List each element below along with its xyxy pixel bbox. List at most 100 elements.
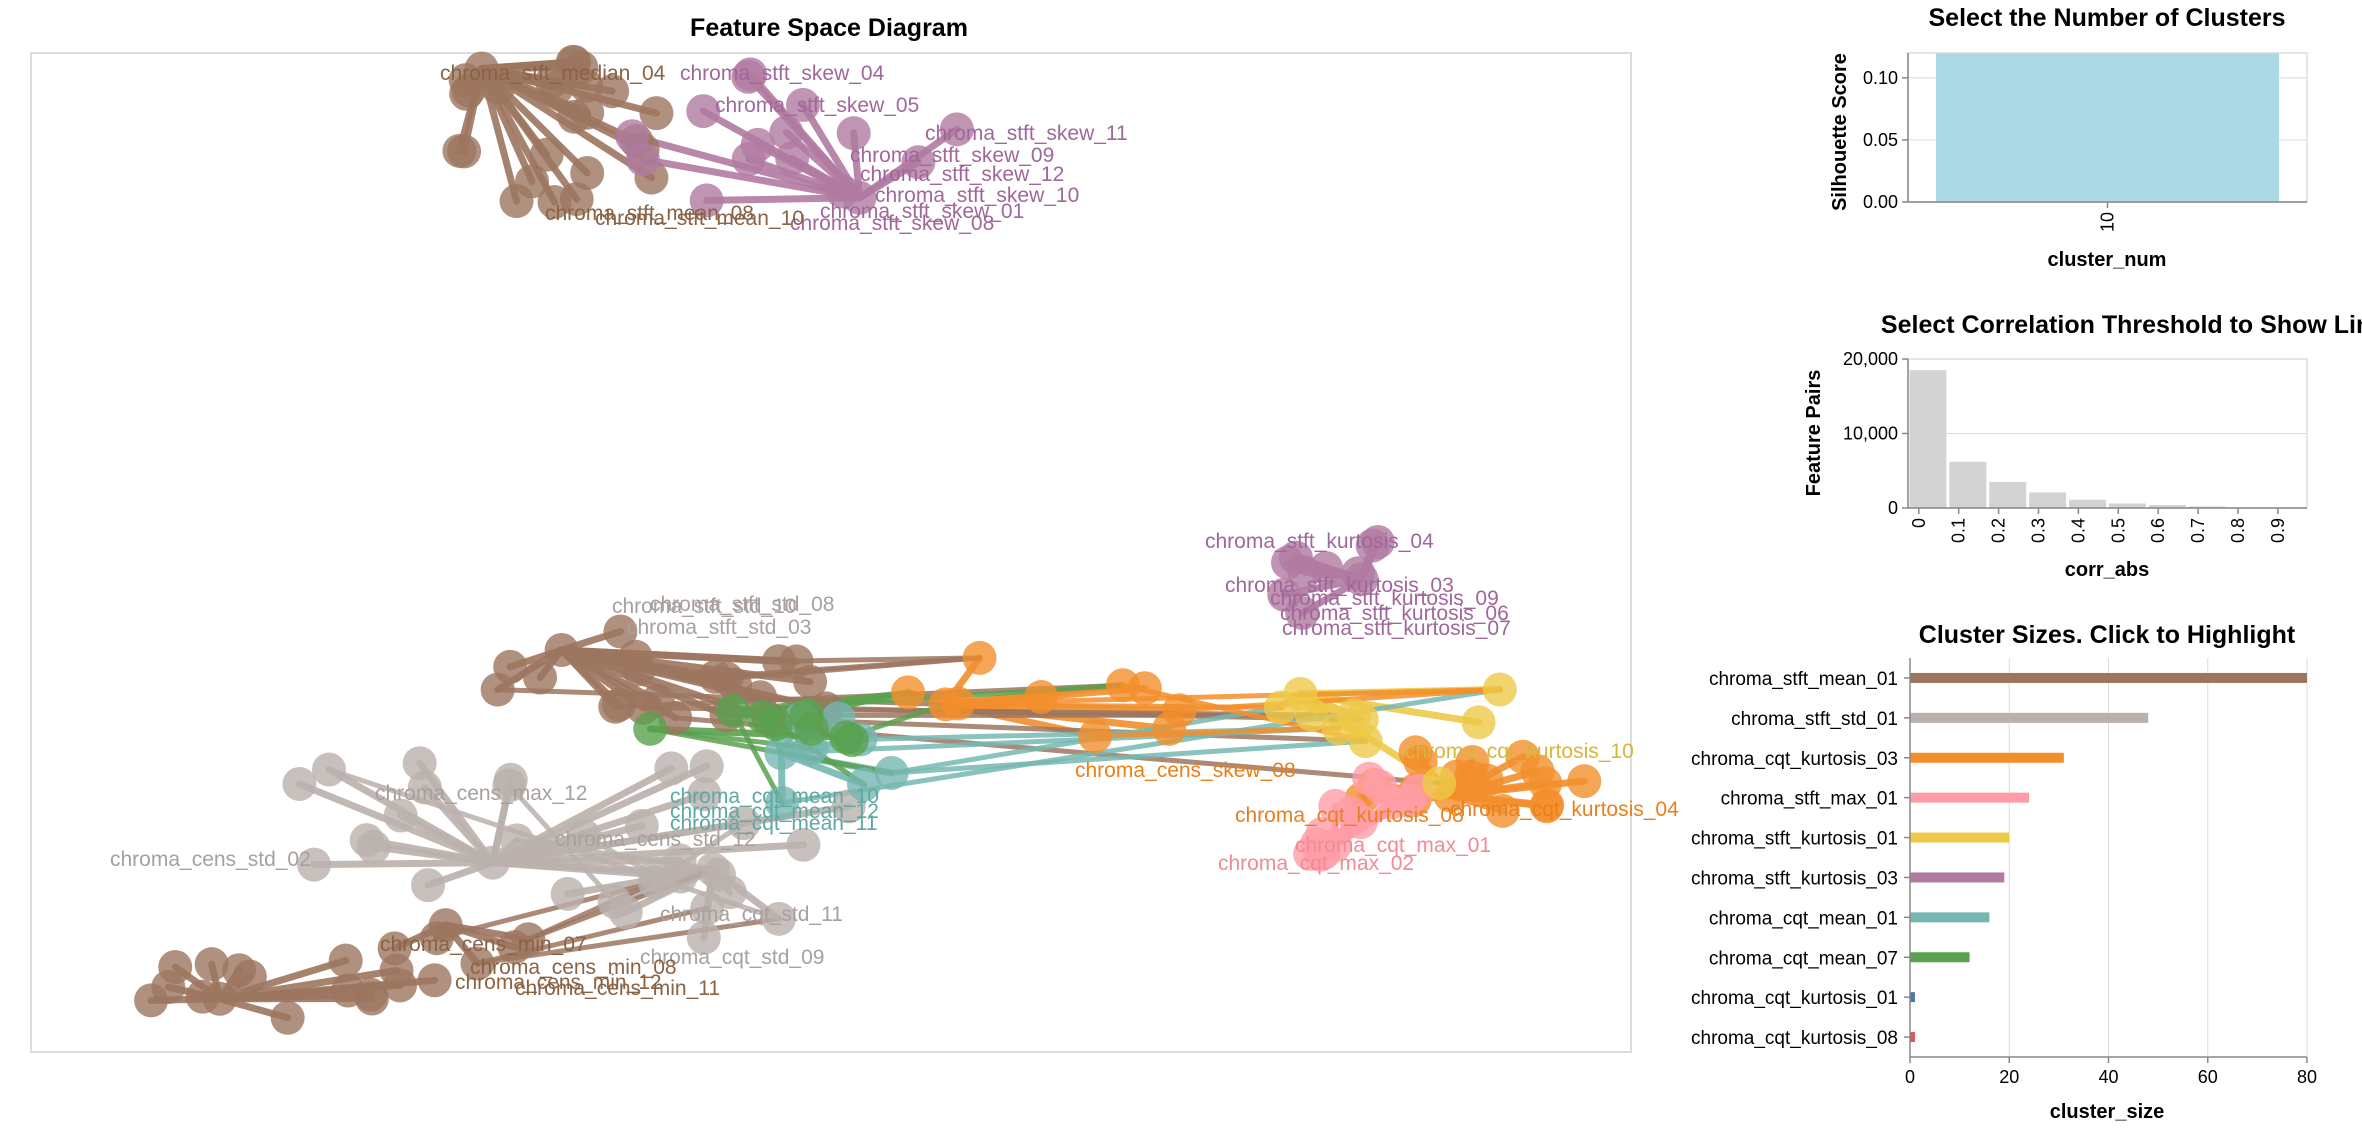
feature-node-label[interactable]: chroma_stft_skew_05 [715,94,919,117]
feature-node[interactable] [570,95,605,130]
feature-node[interactable] [764,736,799,771]
cluster-size-label[interactable]: chroma_stft_kurtosis_01 [1691,829,1898,850]
feature-node-label[interactable]: chroma_cqt_mean_10 [670,785,879,808]
feature-node[interactable] [523,660,558,695]
feature-node[interactable] [1422,766,1457,801]
feature-node[interactable] [270,1000,305,1035]
cluster-size-bar[interactable] [1910,752,2064,763]
feature-node[interactable] [407,770,442,805]
feature-node-label[interactable]: chroma_cens_std_12 [555,828,756,851]
feature-node-label[interactable]: chroma_stft_kurtosis_09 [1270,587,1499,610]
feature-node[interactable] [625,142,660,177]
correlation-bar[interactable] [2148,505,2186,508]
feature-node[interactable] [1078,719,1113,754]
feature-node-label[interactable]: chroma_stft_skew_08 [790,212,994,235]
cluster-size-label[interactable]: chroma_cqt_kurtosis_08 [1691,1028,1898,1049]
feature-node-label[interactable]: chroma_stft_mean_08 [545,202,754,225]
feature-node-label[interactable]: chroma_cens_min_07 [380,933,587,956]
cluster-size-bar[interactable] [1910,672,2307,683]
feature-node-label[interactable]: chroma_cqt_mean_12 [670,800,879,823]
correlation-bar[interactable] [2109,503,2146,508]
cluster-size-bar[interactable] [1910,952,1970,963]
feature-node[interactable] [499,184,534,219]
feature-node[interactable] [282,766,317,801]
feature-node-label[interactable]: chroma_stft_skew_01 [820,200,1024,223]
feature-node-label[interactable]: chroma_cqt_kurtosis_08 [1235,804,1464,827]
feature-node[interactable] [377,931,412,966]
feature-node[interactable] [618,639,653,674]
cluster-size-label[interactable]: chroma_stft_mean_01 [1709,669,1898,690]
feature-node[interactable] [709,661,744,696]
feature-node[interactable] [726,806,761,841]
feature-node-label[interactable]: chroma_stft_skew_11 [925,122,1128,145]
feature-node-label[interactable]: chroma_stft_std_03 [627,616,811,639]
feature-node[interactable] [475,845,510,880]
feature-node[interactable] [356,829,391,864]
feature-node[interactable] [731,59,766,94]
feature-node-label[interactable]: chroma_cens_max_12 [375,782,587,805]
feature-node[interactable] [1294,697,1329,732]
feature-node[interactable] [1461,705,1496,740]
correlation-bar[interactable] [1989,481,2027,508]
feature-node-label[interactable]: chroma_stft_std_08 [650,593,834,616]
feature-node[interactable] [383,798,418,833]
cluster-size-bar[interactable] [1910,792,2030,803]
feature-node-label[interactable]: chroma_stft_std_10 [612,595,796,618]
feature-node[interactable] [1355,528,1390,563]
feature-node[interactable] [311,752,346,787]
cluster-size-bar[interactable] [1910,872,2005,883]
feature-node[interactable] [836,116,871,151]
feature-node[interactable] [608,895,643,930]
cluster-size-label[interactable]: chroma_stft_std_01 [1731,709,1898,730]
feature-node[interactable] [874,755,909,790]
feature-node[interactable] [687,777,722,812]
feature-node[interactable] [689,183,724,218]
feature-node-label[interactable]: chroma_stft_median_04 [440,62,666,85]
feature-node[interactable] [779,644,814,679]
feature-node-label[interactable]: chroma_cqt_kurtosis_10 [1405,740,1634,763]
feature-node[interactable] [1321,711,1356,746]
feature-node[interactable] [493,762,528,797]
feature-node[interactable] [825,174,860,209]
feature-node[interactable] [939,112,974,147]
feature-node-label[interactable]: chroma_cqt_max_01 [1295,834,1491,857]
feature-node[interactable] [481,70,516,105]
feature-node[interactable] [539,70,574,105]
feature-node[interactable] [557,45,592,79]
scatter-plot[interactable]: chroma_stft_median_04 chroma_stft_skew_04… [110,45,1679,1035]
cluster-size-label[interactable]: chroma_cqt_kurtosis_03 [1691,749,1898,770]
feature-node[interactable] [639,96,674,131]
feature-node[interactable] [419,921,454,956]
feature-node[interactable] [567,819,602,854]
feature-node[interactable] [962,640,997,675]
cluster-size-label[interactable]: chroma_cqt_mean_07 [1709,948,1898,969]
feature-node-label[interactable]: chroma_cqt_kurtosis_04 [1450,798,1679,821]
feature-node[interactable] [786,827,821,862]
feature-node[interactable] [1162,693,1197,728]
feature-node[interactable] [1127,671,1162,706]
feature-node[interactable] [901,145,936,180]
feature-node-label[interactable]: chroma_cqt_std_11 [660,903,843,926]
cluster-size-bar[interactable] [1910,912,1990,923]
feature-node[interactable] [712,875,747,910]
feature-node[interactable] [789,697,824,732]
cluster-size-bar[interactable] [1910,832,2010,843]
feature-node[interactable] [1530,788,1565,823]
silhouette-bar[interactable] [1935,53,2280,202]
feature-node[interactable] [686,94,721,129]
feature-node-label[interactable]: chroma_cens_std_02 [110,848,311,871]
feature-node[interactable] [1363,769,1398,804]
feature-node[interactable] [941,686,976,721]
feature-node-label[interactable]: chroma_stft_skew_04 [680,62,885,85]
feature-node-label[interactable]: chroma_stft_kurtosis_04 [1205,530,1434,553]
feature-node[interactable] [601,687,636,722]
feature-node-label[interactable]: chroma_cens_min_08 [470,956,677,979]
feature-node[interactable] [890,675,925,710]
feature-node[interactable] [1482,672,1517,707]
feature-node[interactable] [550,876,585,911]
cluster-size-bar[interactable] [1910,992,1915,1003]
cluster-size-label[interactable]: chroma_cqt_kurtosis_01 [1691,988,1898,1009]
correlation-bar[interactable] [1909,370,1947,508]
feature-node-label[interactable]: chroma_cqt_std_09 [640,946,824,969]
feature-node[interactable] [1285,595,1320,630]
